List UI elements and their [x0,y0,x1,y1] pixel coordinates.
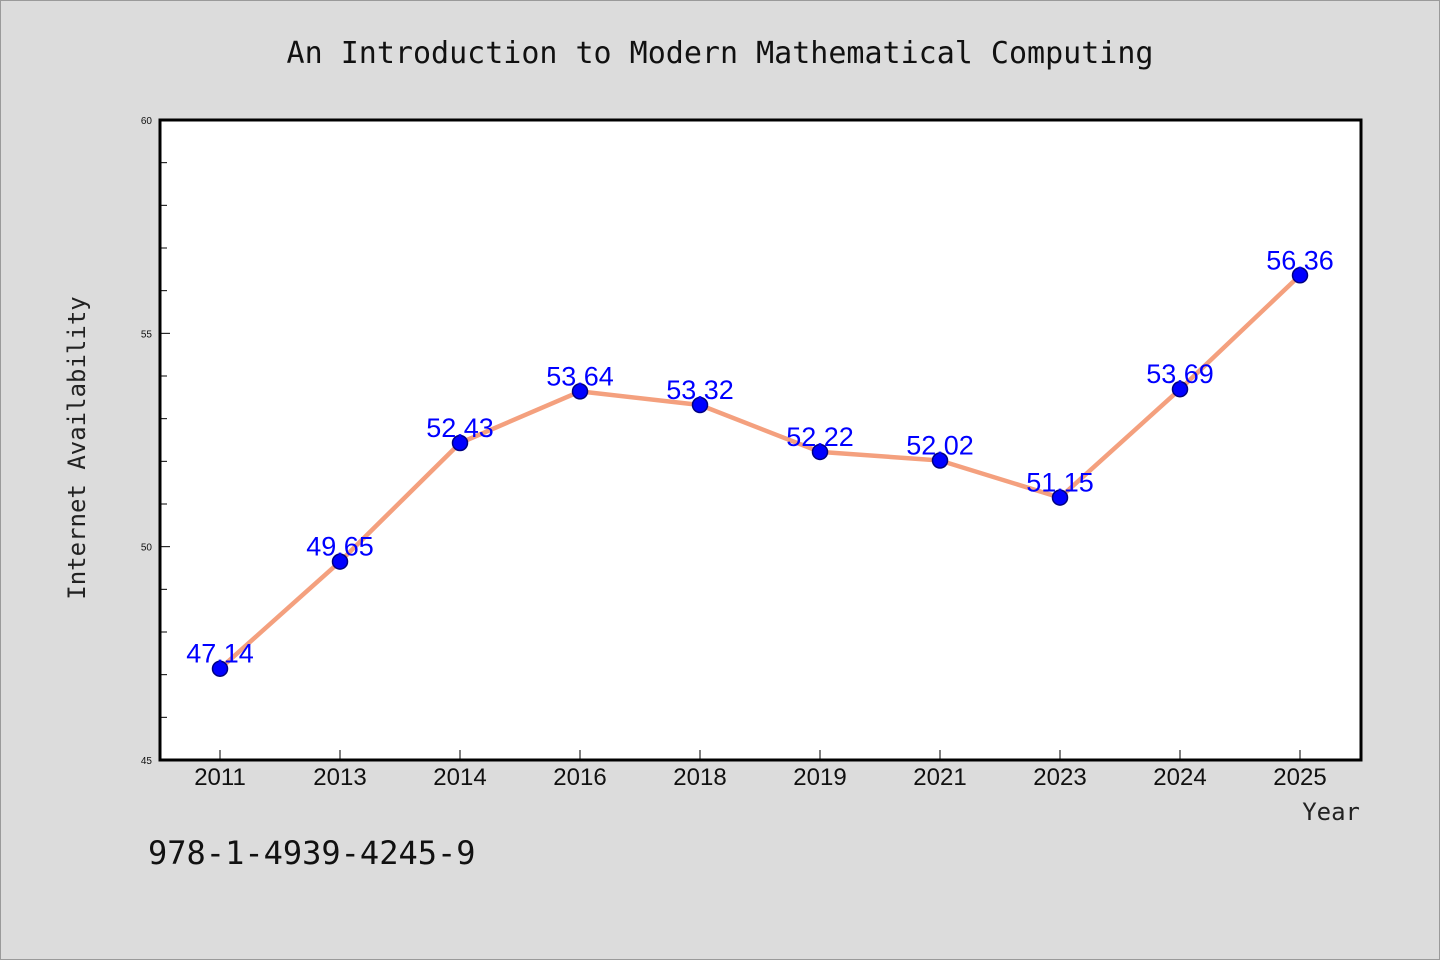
y-tick-label: 60 [141,116,153,127]
y-tick-label: 55 [141,329,153,340]
series-line [217,273,1303,671]
y-tick-label: 50 [141,543,153,554]
isbn-label: 978-1-4939-4245-9 [148,834,476,872]
x-tick-label: 2018 [673,764,726,791]
x-tick-label: 2014 [433,764,486,791]
data-label: 49.65 [306,532,374,562]
data-label: 47.14 [186,639,254,669]
data-label: 53.64 [546,361,614,391]
data-label: 56.36 [1266,245,1334,275]
plot-area [160,120,1361,760]
data-point [211,660,229,677]
x-axis-title: Year [1302,798,1360,826]
data-point [1171,380,1189,398]
data-point [331,553,349,570]
data-labels: 47.14 49.65 52.43 53.64 53.32 52.22 52.02 51.15… [186,245,1334,668]
data-point [691,396,709,414]
data-point [1051,489,1069,506]
x-tick-label: 2013 [313,764,366,791]
y-axis-title: Internet Availability [63,296,91,599]
data-label: 53.69 [1146,359,1214,389]
x-tick-label: 2023 [1033,764,1086,791]
data-label: 52.22 [786,422,854,452]
data-point [811,443,829,461]
x-tick-label: 2025 [1273,764,1326,791]
x-tick-label: 2011 [194,764,246,791]
y-tick-label: 45 [141,756,153,767]
data-point [451,434,469,452]
plot-border [158,118,1363,762]
data-label: 53.32 [666,375,734,405]
data-label: 51.15 [1026,468,1094,498]
x-axis-ticks: 2011 2013 2014 2016 2018 2019 2021 2023 2024 2025 [194,750,1327,791]
data-point [571,383,589,400]
data-point [931,452,949,469]
data-label: 52.02 [906,430,974,460]
x-tick-label: 2016 [553,764,606,791]
data-markers [211,267,1309,677]
data-point [1291,267,1309,284]
x-tick-label: 2019 [793,764,846,791]
data-label: 52.43 [426,413,494,443]
chart-title: An Introduction to Modern Mathematical C… [287,36,1154,71]
x-tick-label: 2024 [1153,764,1206,791]
x-tick-label: 2021 [913,764,966,791]
